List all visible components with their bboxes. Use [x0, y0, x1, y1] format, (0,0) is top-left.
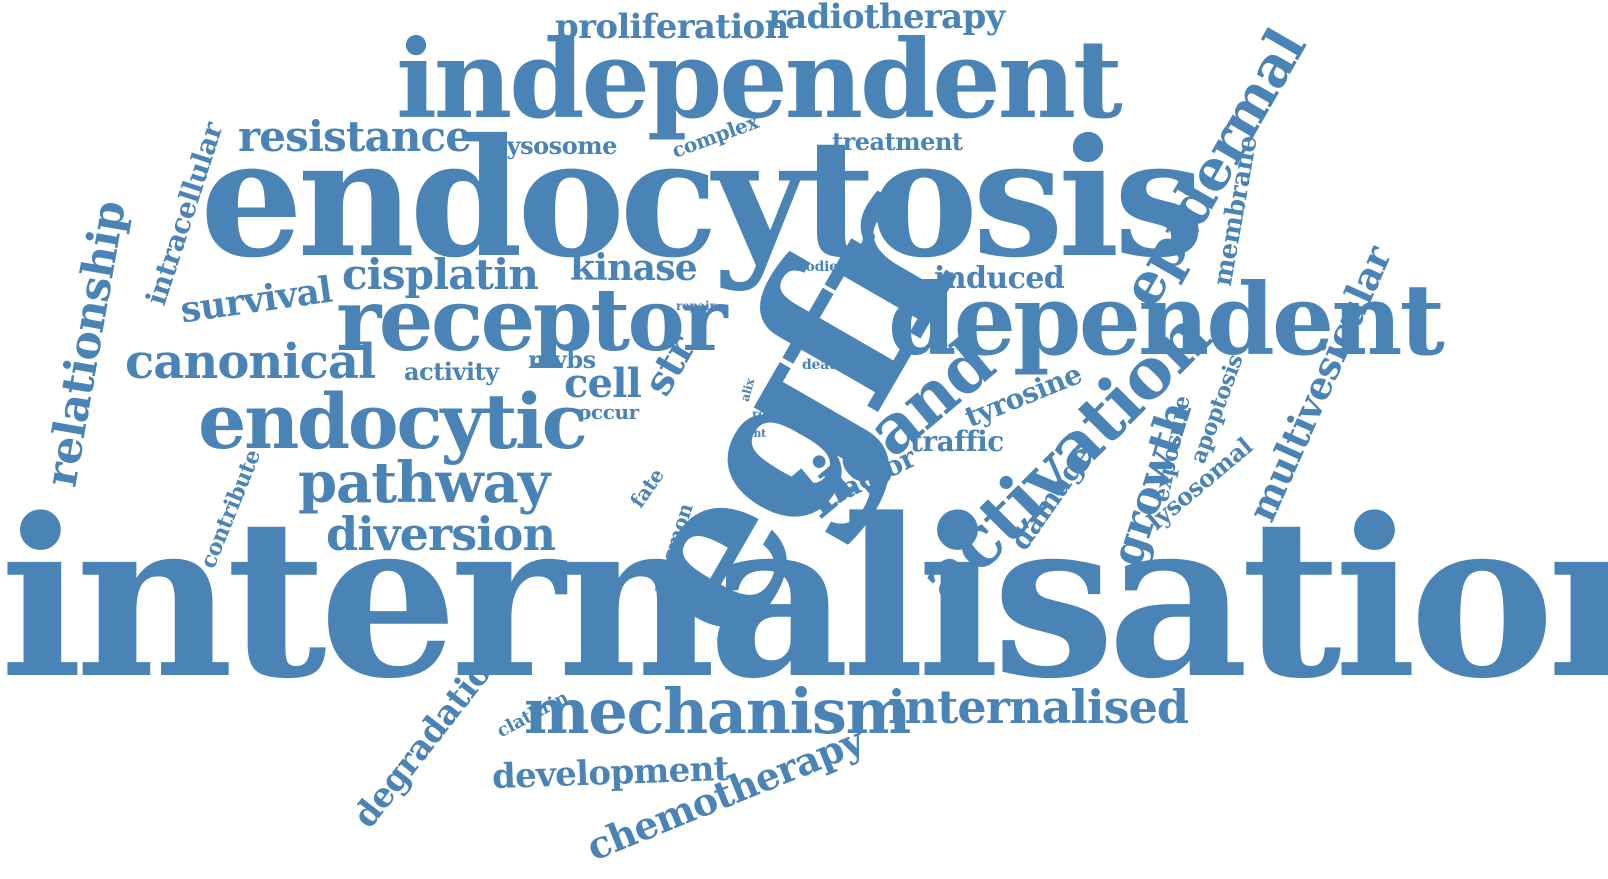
word-treatment: treatment — [832, 127, 963, 156]
word-mvbs: mvbs — [528, 345, 596, 374]
word-pathway: pathway — [298, 450, 550, 516]
word-internalised: internalised — [888, 680, 1189, 734]
word-induced: induced — [934, 261, 1065, 296]
word-relationship: relationship — [35, 197, 136, 491]
word-endocytosis: endocytosis — [200, 104, 1205, 294]
word-independent: independent — [396, 17, 1123, 143]
word-light: light — [738, 427, 767, 440]
word-bodies: bodies — [796, 259, 846, 275]
word-repair: repair — [676, 299, 716, 313]
word-development: development — [491, 748, 730, 798]
word-kinase: kinase — [570, 247, 698, 289]
word-role: role — [752, 407, 778, 421]
word-dependent: dependent — [888, 263, 1445, 378]
word-cisplatin: cisplatin — [342, 250, 539, 299]
word-death: death — [802, 357, 846, 373]
word-canonical: canonical — [125, 334, 376, 390]
word-mechanism: mechanism — [524, 675, 911, 748]
word-lysosome: lysosome — [498, 131, 617, 160]
word-resistance: resistance — [238, 112, 472, 161]
word-endocytic: endocytic — [198, 377, 588, 466]
word-occur: occur — [578, 400, 639, 424]
word-proliferation: proliferation — [555, 7, 789, 47]
word-radiotherapy: radiotherapy — [768, 0, 1005, 37]
word-activity: activity — [404, 357, 499, 386]
word-internalisation: internalisation — [0, 471, 1608, 727]
word-cell: cell — [564, 360, 642, 407]
word-receptor: receptor — [336, 270, 728, 371]
word-diversion: diversion — [326, 507, 556, 561]
word-traffic: traffic — [910, 425, 1004, 458]
